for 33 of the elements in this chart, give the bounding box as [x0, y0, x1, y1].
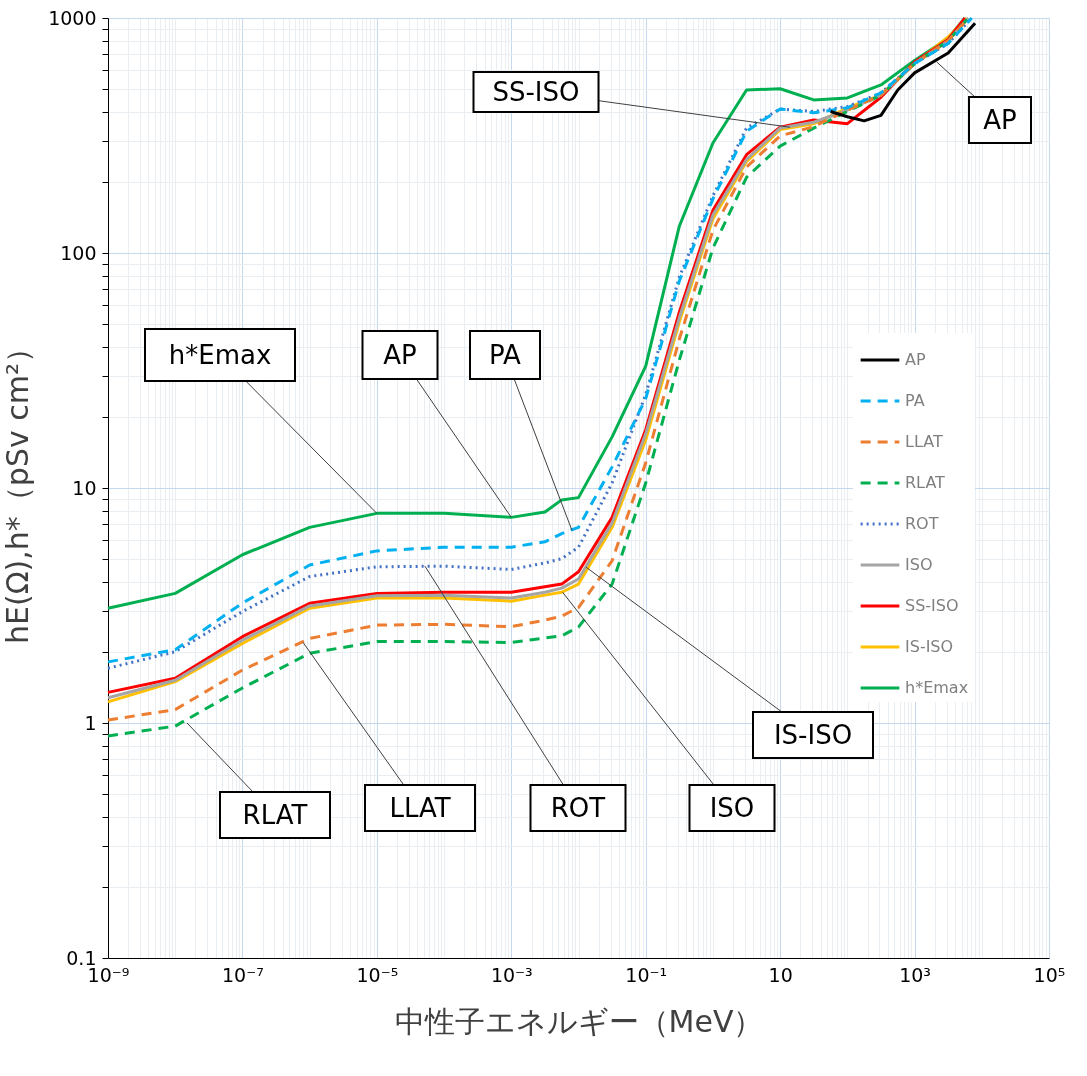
- x-tick-label: 10: [768, 963, 793, 986]
- legend-label: LLAT: [905, 432, 943, 451]
- y-axis-title: hE(Ω),h*（pSv cm²）: [0, 333, 36, 644]
- legend-label: h*Emax: [905, 678, 969, 697]
- annotation: RLAT: [242, 800, 308, 830]
- annotation: LLAT: [389, 793, 451, 823]
- y-tick-label: 1: [84, 711, 97, 734]
- annotation: SS-ISO: [492, 77, 580, 107]
- legend-label: SS-ISO: [905, 596, 959, 615]
- annotation: AP: [983, 105, 1017, 135]
- y-tick-label: 100: [60, 241, 97, 264]
- annotation: ISO: [709, 793, 755, 823]
- legend-label: ROT: [905, 514, 939, 533]
- annotation: h*Emax: [168, 340, 272, 370]
- x-tick-label: 10⁻¹: [625, 963, 668, 986]
- legend-label: AP: [905, 350, 926, 369]
- x-axis-title: 中性子エネルギー（MeV）: [394, 1003, 764, 1039]
- x-tick-label: 10³: [899, 963, 931, 986]
- annotation: PA: [489, 340, 522, 370]
- legend-label: RLAT: [905, 473, 946, 492]
- legend-label: ISO: [905, 555, 933, 574]
- legend-label: PA: [905, 391, 925, 410]
- annotation: ROT: [550, 793, 606, 823]
- y-tick-label: 1000: [48, 6, 97, 29]
- x-tick-label: 10⁵: [1033, 963, 1066, 986]
- x-tick-label: 10⁻⁵: [356, 963, 399, 986]
- x-tick-label: 10⁻³: [490, 963, 533, 986]
- legend-label: IS-ISO: [905, 637, 954, 656]
- y-tick-label: 10: [72, 476, 97, 499]
- y-tick-label: 0.1: [66, 946, 97, 969]
- annotation: IS-ISO: [773, 720, 853, 750]
- annotation: AP: [383, 340, 417, 370]
- x-tick-label: 10⁻⁷: [222, 963, 264, 986]
